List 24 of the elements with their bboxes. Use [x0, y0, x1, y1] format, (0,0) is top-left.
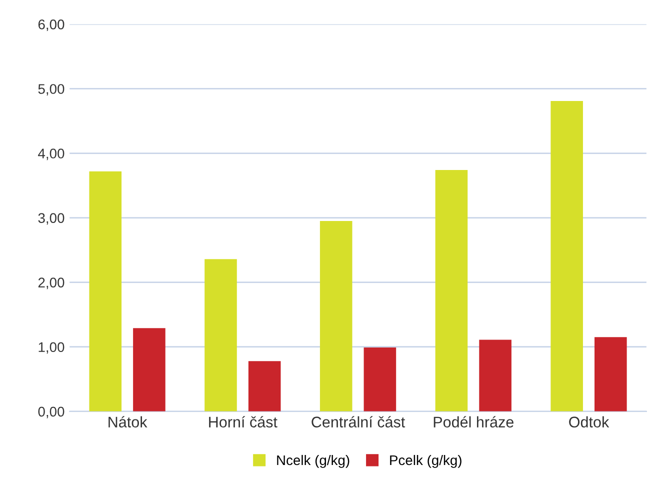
bar	[320, 221, 352, 412]
y-tick-label: 0,00	[38, 406, 64, 418]
bar	[479, 340, 512, 412]
bar	[550, 100, 583, 412]
y-tick-label: 2,00	[38, 278, 64, 290]
bar	[133, 328, 166, 412]
y-tick-label: 4,00	[38, 148, 64, 160]
legend-label: Pcelk (g/kg)	[390, 454, 462, 468]
x-tick-label: Odtok	[569, 416, 610, 428]
bar	[248, 361, 281, 412]
y-tick-label: 5,00	[38, 84, 64, 96]
y-tick-label: 3,00	[38, 213, 64, 225]
x-tick-label: Nátok	[108, 416, 148, 428]
bar	[204, 259, 237, 412]
bar	[435, 170, 468, 412]
y-tick-label: 1,00	[38, 342, 64, 354]
legend-label: Ncelk (g/kg)	[277, 454, 350, 468]
bar	[594, 337, 627, 412]
x-tick-label: Centrální část	[312, 416, 406, 428]
bar	[89, 171, 122, 412]
x-tick-label: Horní část	[209, 416, 278, 428]
x-tick-label: Podél hráze	[434, 416, 514, 428]
bar	[364, 348, 396, 412]
y-tick-label: 6,00	[38, 20, 64, 32]
